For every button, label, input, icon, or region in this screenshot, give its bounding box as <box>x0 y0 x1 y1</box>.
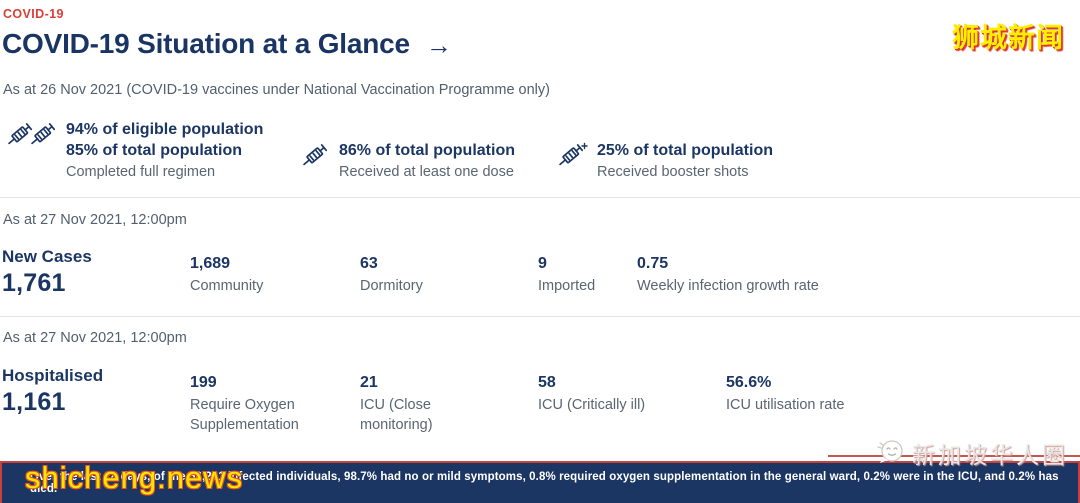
syringe-booster-icon <box>556 141 588 176</box>
hospitalised-icu-utilisation: 56.6% ICU utilisation rate <box>726 373 986 415</box>
stat-value: 56.6% <box>726 374 772 391</box>
vaccination-stat-booster: 25% of total population Received booster… <box>556 140 773 182</box>
stat-label: ICU (Critically ill) <box>538 397 646 413</box>
category-eyebrow: COVID-19 <box>3 7 64 21</box>
hospitalised-oxygen: 199 Require Oxygen Supplementation <box>190 373 345 435</box>
page-title-link[interactable]: COVID-19 Situation at a Glance → <box>2 28 452 60</box>
hospitalised-row: Hospitalised 1,161 199 Require Oxygen Su… <box>0 365 1080 445</box>
new-cases-label: New Cases <box>2 247 92 266</box>
section-divider <box>0 197 1080 198</box>
vaccination-stat-text: 25% of total population Received booster… <box>597 140 773 182</box>
vaccination-stat-text: 94% of eligible population 85% of total … <box>66 119 263 182</box>
new-cases-imported: 9 Imported <box>538 254 703 296</box>
stat-label: Received booster shots <box>597 164 749 180</box>
stat-line: 25% of total population <box>597 142 773 159</box>
chat-bubble-smiley-icon <box>876 437 906 470</box>
new-cases-header: New Cases 1,761 <box>2 246 92 298</box>
arrow-right-icon: → <box>425 29 452 60</box>
stat-value: 9 <box>538 255 547 272</box>
stat-value: 21 <box>360 374 378 391</box>
stat-value: 199 <box>190 374 217 391</box>
stat-label: Weekly infection growth rate <box>637 278 819 294</box>
stat-label: Completed full regimen <box>66 164 216 180</box>
new-cases-growth-rate: 0.75 Weekly infection growth rate <box>637 254 897 296</box>
vaccination-as-at-date: As at 26 Nov 2021 (COVID-19 vaccines und… <box>3 82 550 98</box>
stat-label: Received at least one dose <box>339 164 514 180</box>
new-cases-dormitory: 63 Dormitory <box>360 254 480 296</box>
stat-value: 58 <box>538 374 556 391</box>
stat-line: 86% of total population <box>339 142 515 159</box>
summary-bar-text: Over the last 28 days, of the 56,231 inf… <box>30 471 1059 495</box>
vaccination-stats-row: 94% of eligible population 85% of total … <box>0 110 1080 186</box>
stat-value: 1,689 <box>190 255 231 272</box>
watermark-huarenquan: 新加坡华人圈 <box>876 436 1068 470</box>
watermark-shicheng-chinese: 狮城新闻 <box>952 23 1064 53</box>
stat-label: Dormitory <box>360 278 423 294</box>
stat-value: 0.75 <box>637 255 669 272</box>
watermark-shicheng-news: shicheng.news <box>25 460 244 495</box>
stat-line: 94% of eligible population <box>66 121 264 138</box>
watermark-underline <box>828 455 1080 457</box>
vaccination-stat-one-dose: 86% of total population Received at leas… <box>300 140 515 182</box>
stat-line: 85% of total population <box>66 142 242 159</box>
double-syringe-icon <box>5 120 57 155</box>
page-title: COVID-19 Situation at a Glance <box>2 28 410 59</box>
vaccination-stat-text: 86% of total population Received at leas… <box>339 140 515 182</box>
stat-label: Require Oxygen Supplementation <box>190 397 299 433</box>
summary-bar: Over the last 28 days, of the 56,231 inf… <box>0 461 1080 503</box>
stat-label: ICU utilisation rate <box>726 397 845 413</box>
hospitalised-total: 1,161 <box>2 388 66 416</box>
new-cases-community: 1,689 Community <box>190 254 345 296</box>
stat-label: Community <box>190 278 264 294</box>
hospitalised-icu-monitoring: 21 ICU (Close monitoring) <box>360 373 480 435</box>
new-cases-as-at-date: As at 27 Nov 2021, 12:00pm <box>3 212 187 228</box>
syringe-icon <box>300 141 330 176</box>
stat-label: ICU (Close monitoring) <box>360 397 433 433</box>
hospitalised-label: Hospitalised <box>2 366 104 385</box>
hospitalised-as-at-date: As at 27 Nov 2021, 12:00pm <box>3 330 187 346</box>
section-divider <box>0 316 1080 317</box>
vaccination-stat-full-regimen: 94% of eligible population 85% of total … <box>5 119 263 182</box>
hospitalised-icu-critical: 58 ICU (Critically ill) <box>538 373 703 415</box>
new-cases-total: 1,761 <box>2 269 66 297</box>
hospitalised-header: Hospitalised 1,161 <box>2 365 103 417</box>
stat-value: 63 <box>360 255 378 272</box>
watermark-huarenquan-text: 新加坡华人圈 <box>912 442 1068 468</box>
new-cases-row: New Cases 1,761 1,689 Community 63 Dormi… <box>0 246 1080 316</box>
stat-label: Imported <box>538 278 596 294</box>
